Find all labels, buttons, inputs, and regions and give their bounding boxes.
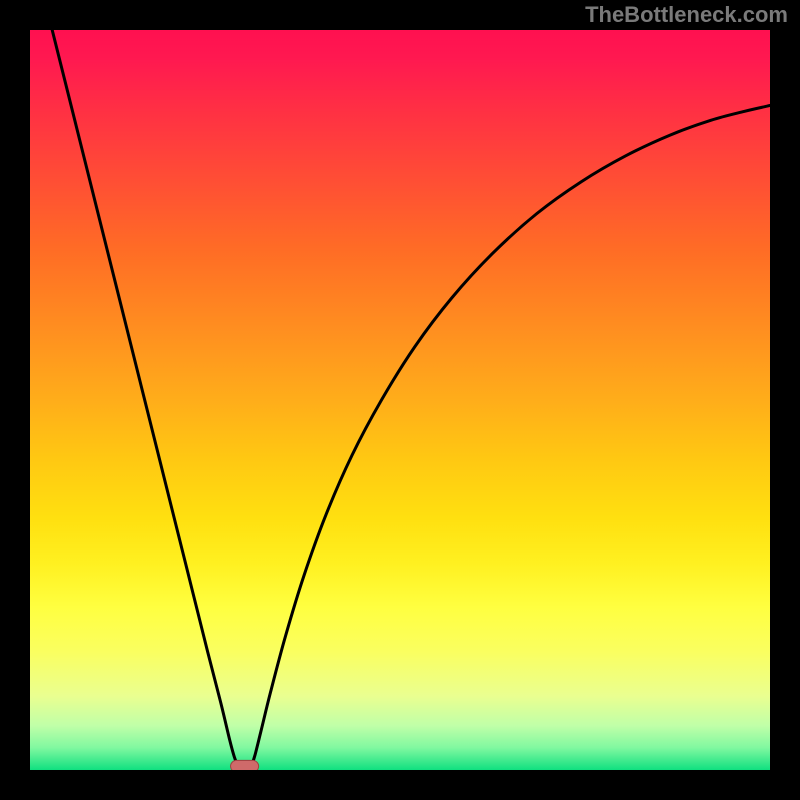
vertex-marker — [231, 760, 259, 770]
right-branch-curve — [252, 105, 770, 764]
watermark-text: TheBottleneck.com — [585, 2, 788, 28]
left-branch-curve — [52, 30, 237, 764]
plot-frame — [30, 30, 770, 770]
curve-overlay — [30, 30, 770, 770]
